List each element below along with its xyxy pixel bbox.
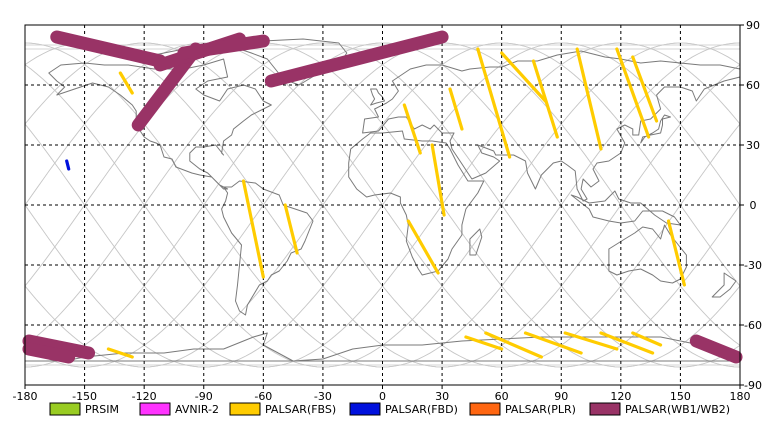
longitude-tick-label: -30 [314, 390, 332, 403]
coastline-uk [370, 88, 385, 106]
coverage-strip [484, 331, 543, 359]
longitude-tick-label: 0 [379, 390, 386, 403]
legend-swatch [589, 402, 621, 416]
latitude-tick-label: 30 [746, 139, 760, 152]
coastline-new-zealand [711, 272, 737, 298]
coverage-strip [615, 47, 651, 139]
coastline-south-america [221, 180, 314, 316]
latitude-tick-label: 60 [746, 79, 760, 92]
latitude-tick-label: -30 [744, 259, 762, 272]
coverage-strip [430, 143, 446, 217]
coverage-strip [106, 347, 134, 359]
coverage-strip [464, 335, 504, 351]
coverage-strip [476, 47, 512, 159]
coverage-strip [118, 71, 134, 95]
longitude-tick-label: -180 [13, 390, 38, 403]
legend-label: PALSAR(FBD) [385, 403, 458, 416]
coverage-strip [65, 159, 71, 171]
coverage-strip [402, 103, 422, 155]
coverage-strip [689, 334, 743, 364]
coastline-north-america [48, 58, 272, 190]
coverage-strip [50, 30, 167, 68]
longitude-tick-label: 30 [435, 390, 449, 403]
longitude-tick-label: -120 [132, 390, 157, 403]
coastline-australia [608, 224, 687, 284]
coverage-strip [575, 47, 603, 151]
longitude-tick-label: 120 [610, 390, 631, 403]
coastline-antarctica [24, 332, 741, 362]
legend-label: PRSIM [85, 403, 119, 416]
latitude-tick-label: -60 [744, 319, 762, 332]
legend-label: AVNIR-2 [175, 403, 219, 416]
coastline-madagascar [469, 228, 483, 256]
legend-swatch [349, 402, 381, 416]
longitude-tick-label: 60 [495, 390, 509, 403]
legend-swatch [139, 402, 171, 416]
coverage-strip [563, 331, 619, 351]
longitude-tick-label: -150 [72, 390, 97, 403]
coverage-strip [599, 331, 655, 355]
coastline-japan [640, 114, 671, 144]
longitude-tick-label: -90 [195, 390, 213, 403]
legend-swatch [49, 402, 81, 416]
coverage-strip [241, 179, 265, 279]
latitude-tick-label: 0 [750, 199, 757, 212]
coverage-strip [283, 203, 299, 255]
coverage-strips [22, 30, 743, 364]
coastline-africa [348, 130, 485, 276]
coverage-strip [177, 34, 270, 60]
coverage-strip [264, 30, 449, 88]
coverage-strip [666, 219, 686, 287]
longitude-tick-label: 180 [730, 390, 751, 403]
coverage-strip [22, 342, 76, 364]
coverage-strip [523, 331, 583, 355]
latitude-tick-label: -90 [744, 379, 762, 392]
legend-swatch [469, 402, 501, 416]
coastline-eurasia [362, 50, 741, 202]
coverage-strip [631, 331, 663, 347]
longitude-ticks: -180 -150 -120 -90 -60 -30 0 30 60 90 120 150 180 [13, 385, 751, 403]
coverage-strip [531, 59, 559, 139]
coastline-indonesia [570, 190, 681, 226]
coverage-strip [406, 219, 440, 275]
coverage-strip [500, 51, 547, 103]
latitude-tick-label: 90 [746, 19, 760, 32]
legend-label: PALSAR(FBS) [265, 403, 336, 416]
legend-label: PALSAR(PLR) [505, 403, 576, 416]
legend-label: PALSAR(WB1/WB2) [625, 403, 730, 416]
coverage-strip [631, 55, 659, 123]
longitude-tick-label: 150 [670, 390, 691, 403]
legend-swatch [229, 402, 261, 416]
longitude-tick-label: -60 [254, 390, 272, 403]
coverage-strip [22, 334, 96, 360]
latitude-ticks: 90 60 30 0 -30 -60 -90 [740, 19, 762, 392]
coverage-strip [448, 87, 464, 131]
longitude-tick-label: 90 [554, 390, 568, 403]
legend: PRSIM AVNIR-2 PALSAR(FBS) PALSAR(FBD) PALSAR… [49, 402, 730, 416]
